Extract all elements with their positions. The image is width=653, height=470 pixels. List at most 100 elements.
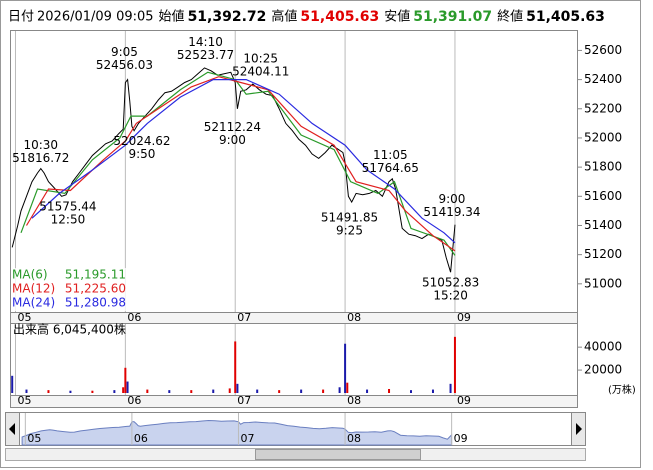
- volume-bar: [236, 383, 239, 393]
- scroll-thumb[interactable]: [255, 449, 421, 460]
- annotation: 52456.03: [96, 58, 153, 72]
- y-tick-label: 52200: [584, 101, 622, 115]
- volume-bar: [344, 343, 347, 393]
- volume-bar: [322, 389, 325, 393]
- arrow-icon: [9, 423, 15, 435]
- x-tick-label: 09: [457, 394, 471, 407]
- arrow-icon: [576, 423, 582, 435]
- legend-value: 51,195.11: [65, 268, 126, 282]
- x-tick-label: 05: [17, 311, 31, 324]
- annotation: 9:00: [219, 133, 246, 147]
- x-tick-label: 06: [127, 394, 141, 407]
- y-tick-label: 52400: [584, 72, 622, 86]
- volume-bar: [410, 390, 413, 393]
- header-label: 日付: [8, 10, 34, 25]
- annotation: 51419.34: [423, 205, 480, 219]
- x-tick-label: 08: [347, 394, 361, 407]
- annotation: 15:20: [433, 289, 468, 303]
- x-tick-label: 05: [17, 394, 31, 407]
- x-tick-label: 07: [237, 311, 251, 324]
- annotation: 11:05: [373, 148, 408, 162]
- annotation: 10:25: [243, 51, 278, 65]
- y-tick-label: 51000: [584, 276, 622, 290]
- header-value: 2026/01/09 09:05: [37, 10, 154, 25]
- x-tick-label: 09: [454, 432, 468, 445]
- legend-value: 51,225.60: [65, 282, 126, 296]
- annotation: 9:50: [128, 147, 155, 161]
- volume-bar: [388, 388, 391, 393]
- y-tick-label: 51400: [584, 218, 622, 232]
- volume-bar: [122, 387, 125, 393]
- ma-line: [20, 71, 456, 256]
- volume-bar: [212, 389, 215, 393]
- annotation: 52112.24: [204, 120, 261, 134]
- volume-bar: [91, 390, 94, 393]
- volume-panel: [10, 323, 578, 396]
- x-tick-label: 07: [237, 394, 251, 407]
- volume-title: 出来高 6,045,400株: [13, 322, 126, 337]
- date-strip: [10, 395, 578, 408]
- ma-line: [31, 79, 456, 244]
- header-label: 終値: [497, 9, 523, 25]
- x-tick-label: 09: [457, 311, 471, 324]
- annotation: 51575.44: [39, 199, 96, 213]
- x-tick-label: 05: [27, 432, 41, 445]
- legend-name: MA(6): [12, 268, 48, 282]
- y-tick-label: 51600: [584, 189, 622, 203]
- header-label: 始値: [159, 9, 185, 25]
- annotation: 51491.85: [321, 211, 378, 225]
- legend-name: MA(12): [12, 282, 55, 296]
- annotation: 52404.11: [232, 64, 289, 78]
- volume-bar: [300, 389, 303, 393]
- header-value: 51,392.72: [188, 9, 267, 25]
- volume-bar: [69, 390, 72, 393]
- volume-bar: [278, 390, 281, 393]
- annotation: 9:05: [111, 45, 138, 59]
- legend-name: MA(24): [12, 296, 55, 310]
- volume-bar: [11, 375, 14, 393]
- x-tick-label: 08: [347, 432, 361, 445]
- volume-bar: [449, 383, 452, 393]
- volume-bar: [256, 389, 259, 393]
- volume-bar: [168, 390, 171, 393]
- volume-bar: [228, 388, 231, 393]
- annotation: 14:10: [188, 35, 223, 49]
- y-tick-label: 51200: [584, 247, 622, 261]
- navigator-area: [21, 419, 453, 446]
- volume-bar: [25, 389, 28, 393]
- x-tick-label: 06: [134, 432, 148, 445]
- price-line: [11, 67, 456, 273]
- annotation: 51816.72: [12, 151, 69, 165]
- volume-bar: [190, 390, 193, 393]
- volume-unit: (万株): [608, 383, 636, 396]
- annotation: 10:30: [23, 138, 58, 152]
- legend-value: 51,280.98: [65, 296, 126, 310]
- y-tick-label: 52000: [584, 130, 622, 144]
- volume-bar: [47, 390, 50, 393]
- header: 日付 2026/01/09 09:05 始値 51,392.72 高値 51,405.63…: [8, 9, 605, 26]
- volume-bar: [346, 382, 349, 393]
- header-label: 安値: [384, 9, 410, 25]
- annotation: 51052.83: [422, 276, 479, 290]
- volume-bar: [113, 390, 116, 393]
- header-value: 51,405.63: [300, 9, 379, 25]
- price-panel: [10, 30, 578, 313]
- header-value: 51,405.63: [526, 9, 605, 25]
- annotation: 52523.77: [177, 48, 234, 62]
- y-tick-label: 52600: [584, 43, 622, 57]
- x-tick-label: 07: [240, 432, 254, 445]
- volume-bar: [124, 367, 127, 393]
- volume-bar: [431, 389, 434, 393]
- annotation: 51764.65: [362, 161, 419, 175]
- annotation: 9:25: [336, 224, 363, 238]
- volume-bar: [146, 389, 149, 393]
- y-tick-label: 40000: [584, 340, 622, 354]
- x-tick-label: 08: [347, 311, 361, 324]
- y-tick-label: 20000: [584, 363, 622, 377]
- volume-bar: [453, 336, 456, 393]
- header-label: 高値: [271, 9, 297, 25]
- volume-bar: [126, 381, 129, 393]
- header-value: 51,391.07: [413, 9, 492, 25]
